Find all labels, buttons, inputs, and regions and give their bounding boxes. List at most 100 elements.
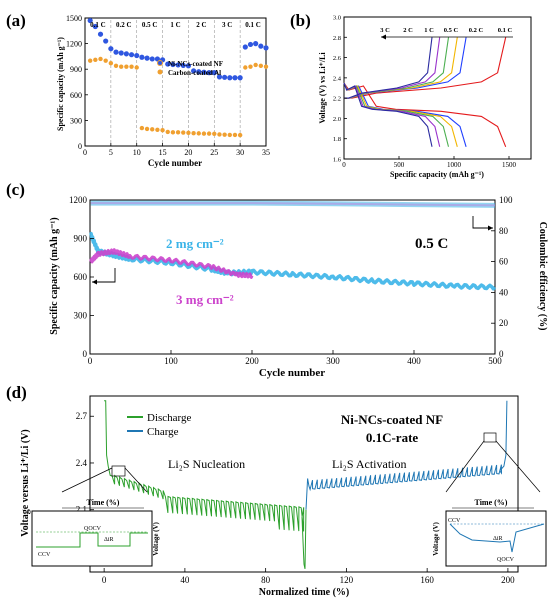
inset-right-connector-1 <box>445 440 485 493</box>
ni-ncs-data-point <box>97 31 104 37</box>
panel-a-xtick-label: 15 <box>159 148 167 157</box>
panel-b-frame <box>343 16 532 160</box>
panel-a-rate-label: 0.1 C <box>90 21 106 29</box>
charge-voltage-curve <box>305 400 508 510</box>
carbon-data-point <box>181 130 186 135</box>
ni-ncs-data-point <box>103 38 109 44</box>
left-axis-arrow-head <box>92 279 97 285</box>
panel-c-rate: 0.5 C <box>415 236 448 252</box>
discharge-voltage-curve <box>104 400 307 570</box>
carbon-data-point <box>98 56 103 62</box>
panel-c-xtick-label: 200 <box>245 356 259 366</box>
legend-ni-ncs-marker <box>158 61 162 65</box>
panel-c-ytick-left-label: 0 <box>83 349 88 359</box>
panel-a-rate-label: 1 C <box>170 21 180 29</box>
panel-c: (c) 0 100 200 300 400 50003006009001200020406… <box>6 180 548 379</box>
panel-d-ylabel: Voltage versus Li⁺/Li (V) <box>20 429 31 536</box>
panel-b-ytick-label: 2.6 <box>333 55 342 62</box>
panel-a-xtick-label: 5 <box>109 148 113 157</box>
inset-left: Time (%) QOCV ΔiR CCV Voltage (V) <box>31 465 160 567</box>
panel-a-rate-label: 0.2 C <box>116 21 132 29</box>
ni-ncs-data-point <box>237 75 243 81</box>
panel-a-xtick-label: 30 <box>236 148 244 157</box>
panel-c-frame <box>89 199 496 355</box>
legend-carbon-label: Carbon-coated Al <box>168 69 221 77</box>
inset-left-xlabel: Time (%) <box>87 498 120 507</box>
inset-left-zoom-box <box>111 465 126 477</box>
panel-a-xtick-label: 25 <box>210 148 218 157</box>
panel-c-xtick-label: 300 <box>326 356 340 366</box>
legend-charge-label: Charge <box>147 426 179 438</box>
panel-b-xlabel: Specific capacity (mAh g⁻¹) <box>390 170 484 179</box>
ni-ncs-data-point <box>247 41 254 48</box>
panel-b-ytick-label: 2.4 <box>333 75 342 82</box>
panel-c-ytick-right-label: 40 <box>499 287 509 297</box>
ni-ncs-data-point <box>144 55 150 61</box>
panel-d-ytick-label: 2.7 <box>76 411 88 421</box>
ni-ncs-data-point <box>180 62 186 68</box>
inset-right-ccv: CCV <box>448 518 461 524</box>
voltage-discharge-curve <box>343 82 433 147</box>
panel-a-xtick-label: 35 <box>262 148 270 157</box>
panel-b-rate-label: 0.5 C <box>444 27 459 34</box>
inset-left-ylabel: Voltage (V) <box>152 521 160 555</box>
panel-d-ytick-label: 2.1 <box>76 505 87 515</box>
panel-a-rate-label: 2 C <box>196 21 206 29</box>
panel-b-rate-label: 3 C <box>380 27 390 34</box>
inset-left-connector-2 <box>124 467 148 493</box>
carbon-data-point <box>129 64 134 69</box>
panel-a-ticks: 0 5 10 15 20 25 30 35 0 300 600 900 1200 1500 <box>66 14 270 157</box>
panel-c-ticks: 0 100 200 300 400 500030060090012000204060801… <box>69 195 513 366</box>
panel-c-ytick-right-label: 20 <box>499 318 509 328</box>
panel-a-ytick-label: 1500 <box>66 14 82 23</box>
panel-a-xlabel: Cycle number <box>148 158 202 168</box>
carbon-data-point <box>222 132 227 137</box>
inset-left-ccv: CCV <box>38 552 51 558</box>
panel-d-ytick-label: 2.4 <box>76 458 88 468</box>
panel-d: (d) 040801201602001.82.12.42.7 Discharge… <box>6 383 547 598</box>
panel-b-rate-labels: 3 C 2 C 1 C 0.5 C 0.2 C 0.1 C <box>380 27 512 34</box>
panel-a-rate-labels: 0.1 C 0.2 C 0.5 C 1 C 2 C 3 C 0.1 C <box>90 21 261 29</box>
carbon-data-point <box>212 131 217 136</box>
inset-left-connector-1 <box>61 467 113 493</box>
panel-d-xtick-label: 80 <box>261 575 271 585</box>
panel-b-label: (b) <box>290 11 311 30</box>
panel-c-xtick-label: 0 <box>88 356 93 366</box>
inset-left-qocv: QOCV <box>84 526 102 532</box>
inset-right-frame <box>445 510 547 567</box>
panel-b-ylabel: Voltage (V) vs Li⁺/Li <box>318 52 327 124</box>
series-label-2mg: 2 mg cm⁻² <box>166 236 224 251</box>
carbon-data-point <box>186 130 191 135</box>
ni-ncs-data-point <box>149 56 155 62</box>
panel-c-ytick-left-label: 300 <box>74 311 88 321</box>
panel-d-marks <box>104 400 508 570</box>
inset-right-dir: ΔiR <box>493 536 503 542</box>
panel-c-xtick-label: 100 <box>164 356 178 366</box>
panel-b-xtick-label: 1500 <box>502 161 517 169</box>
panel-a-ytick-label: 300 <box>70 116 82 125</box>
panel-b-rate-label: 0.1 C <box>498 27 513 34</box>
ni-ncs-data-point <box>113 49 119 55</box>
ni-ncs-data-point <box>175 62 181 68</box>
carbon-data-point <box>134 65 139 70</box>
carbon-data-point <box>248 64 253 69</box>
ni-ncs-data-point <box>128 52 135 58</box>
right-axis-arrow <box>472 216 493 229</box>
annotation-li2s-nucleation: Li₂S Nucleation <box>168 457 245 471</box>
panel-b-ytick-label: 1.6 <box>333 157 342 164</box>
carbon-data-point <box>113 63 119 68</box>
panel-c-xtick-label: 400 <box>407 356 421 366</box>
panel-b-xtick-label: 1000 <box>447 161 462 169</box>
ni-ncs-data-point <box>170 61 176 68</box>
voltage-charge-curve <box>344 37 507 99</box>
panel-c-marks <box>89 200 497 291</box>
panel-a-frame <box>84 17 267 147</box>
panel-d-legend: Discharge Charge <box>127 412 192 438</box>
voltage-discharge-curve <box>343 82 507 148</box>
carbon-data-point <box>175 130 181 135</box>
carbon-data-point <box>119 64 124 69</box>
carbon-data-point <box>144 126 150 132</box>
panel-a: (a) 0 5 10 15 20 25 30 35 0 300 600 900 1200 1500 0.1… <box>6 11 270 168</box>
coulombic-efficiency-3mg <box>90 202 496 207</box>
panel-b: (b) 0 500 1000 1500 1.6 1.8 2.0 2.2 2.4 2.6 2.8 3.0… <box>290 11 532 179</box>
